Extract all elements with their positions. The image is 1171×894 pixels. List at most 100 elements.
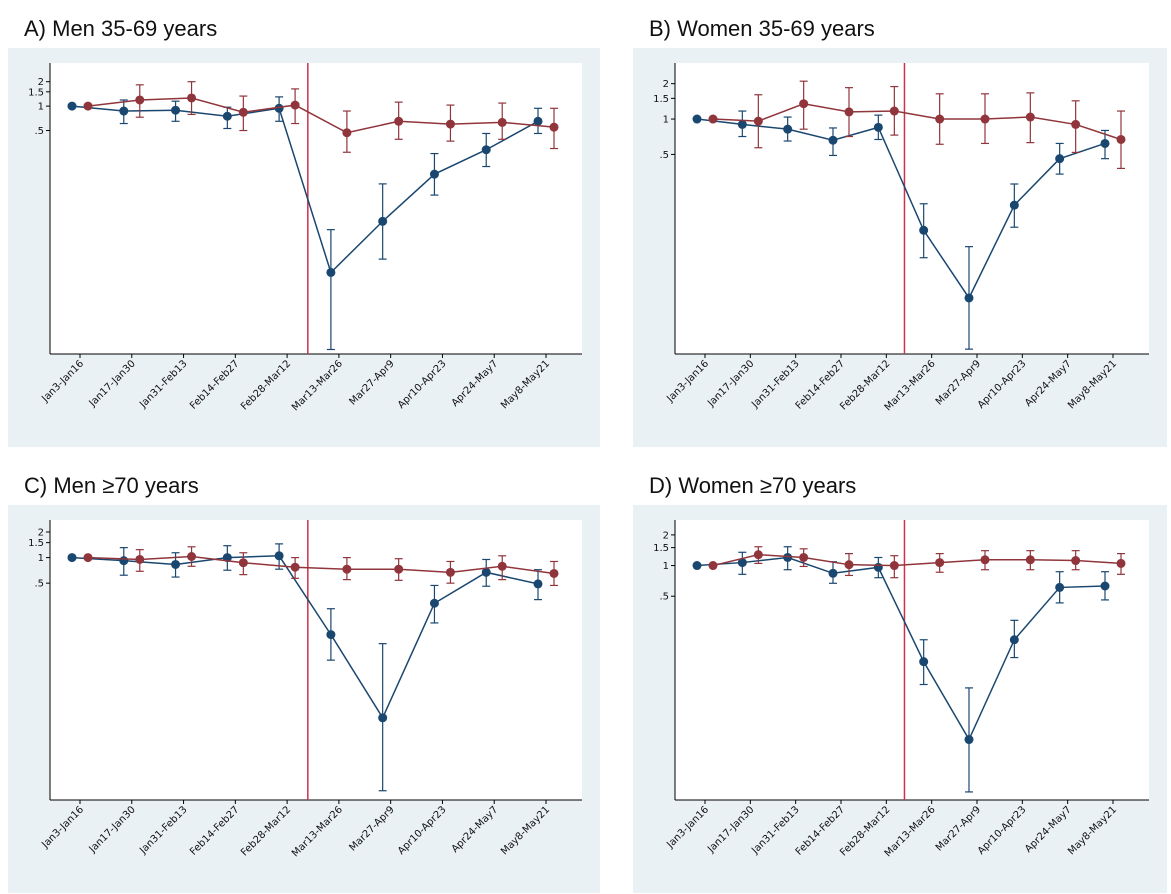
- y-tick-label: .5: [659, 150, 669, 161]
- series-line: [87, 97, 555, 134]
- data-point: [889, 561, 899, 571]
- data-point: [342, 564, 352, 574]
- panel-title: D) Women ≥70 years: [649, 473, 856, 498]
- panel-title: C) Men ≥70 years: [24, 473, 199, 498]
- data-point: [274, 103, 284, 113]
- data-point: [1071, 119, 1081, 129]
- data-point: [83, 553, 93, 563]
- series-line: [712, 102, 1122, 141]
- data-point: [737, 558, 747, 568]
- data-point: [533, 116, 543, 126]
- data-point: [222, 111, 232, 121]
- data-point: [135, 554, 145, 564]
- data-point: [964, 735, 974, 745]
- data-point: [1025, 112, 1035, 122]
- data-point: [429, 169, 439, 179]
- data-point: [737, 119, 747, 129]
- data-point: [481, 567, 491, 577]
- data-point: [445, 119, 455, 129]
- data-point: [394, 116, 404, 126]
- data-point: [533, 579, 543, 589]
- data-point: [497, 117, 507, 127]
- series-line: [71, 105, 539, 274]
- data-point: [394, 564, 404, 574]
- y-tick-label: 1: [663, 561, 669, 572]
- data-point: [980, 114, 990, 124]
- data-point: [1116, 134, 1126, 144]
- y-tick-label: 1: [38, 553, 44, 564]
- data-point: [119, 106, 129, 116]
- y-tick-label: 1.5: [653, 543, 669, 554]
- data-point: [753, 116, 763, 126]
- data-point: [873, 122, 883, 132]
- data-point: [828, 135, 838, 145]
- data-point: [1009, 200, 1019, 210]
- data-point: [274, 551, 284, 561]
- data-point: [692, 561, 702, 571]
- data-point: [935, 558, 945, 568]
- y-tick-label: 1: [38, 102, 44, 113]
- data-point: [326, 267, 336, 277]
- panel: B) Women 35-69 years.511.52Jan3-Jan16Jan…: [633, 16, 1167, 447]
- y-tick-label: .5: [34, 126, 44, 137]
- data-point: [1100, 138, 1110, 148]
- y-tick-label: 2: [663, 79, 669, 90]
- panel: D) Women ≥70 years.511.52Jan3-Jan16Jan17…: [633, 473, 1167, 893]
- series-line: [696, 556, 1106, 742]
- data-point: [980, 555, 990, 565]
- panel-title: A) Men 35-69 years: [24, 16, 217, 41]
- data-point: [919, 225, 929, 235]
- data-point: [828, 568, 838, 578]
- data-point: [1009, 635, 1019, 645]
- data-point: [83, 101, 93, 111]
- y-tick-label: .5: [34, 579, 44, 590]
- data-point: [873, 562, 883, 572]
- data-point: [135, 95, 145, 105]
- data-point: [481, 145, 491, 155]
- y-tick-label: 1.5: [28, 538, 44, 549]
- data-point: [783, 552, 793, 562]
- data-point: [497, 561, 507, 571]
- data-point: [692, 114, 702, 124]
- data-point: [935, 114, 945, 124]
- data-point: [326, 630, 336, 640]
- data-point: [445, 567, 455, 577]
- error-bar: [326, 229, 335, 351]
- y-tick-label: 2: [663, 530, 669, 541]
- data-point: [919, 657, 929, 667]
- data-point: [1025, 555, 1035, 565]
- series-line: [71, 555, 539, 720]
- y-tick-label: 1: [663, 115, 669, 126]
- data-point: [378, 216, 388, 226]
- data-point: [889, 106, 899, 116]
- y-tick-label: 1.5: [28, 87, 44, 98]
- plot-area: [675, 520, 1149, 800]
- data-point: [238, 107, 248, 117]
- data-point: [171, 105, 181, 115]
- data-point: [378, 713, 388, 723]
- series-line: [87, 555, 555, 575]
- data-point: [964, 293, 974, 303]
- data-point: [844, 560, 854, 570]
- data-point: [783, 124, 793, 134]
- data-point: [429, 598, 439, 608]
- data-point: [708, 561, 718, 571]
- data-point: [1116, 558, 1126, 568]
- data-point: [549, 122, 559, 132]
- series-line: [696, 118, 1106, 300]
- data-point: [342, 128, 352, 138]
- series-line: [712, 553, 1122, 567]
- data-point: [187, 93, 197, 103]
- data-point: [290, 562, 300, 572]
- data-point: [1055, 154, 1065, 164]
- data-point: [1055, 582, 1065, 592]
- data-point: [1100, 581, 1110, 591]
- data-point: [290, 100, 300, 110]
- data-point: [187, 551, 197, 561]
- y-tick-label: 1.5: [653, 94, 669, 105]
- data-point: [708, 114, 718, 124]
- data-point: [799, 99, 809, 109]
